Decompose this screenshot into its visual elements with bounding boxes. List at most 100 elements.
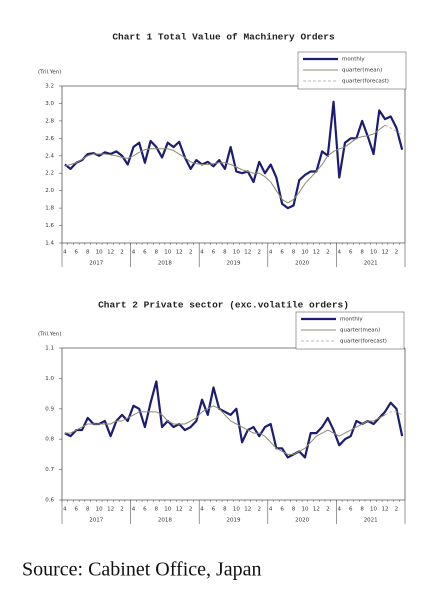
x-tick-label: 4 bbox=[132, 250, 136, 256]
x-tick-label: 6 bbox=[212, 250, 216, 256]
y-tick-label: 3.0 bbox=[45, 101, 54, 107]
x-tick-label: 6 bbox=[212, 507, 216, 513]
x-tick-label: 10 bbox=[96, 507, 103, 513]
x-tick-label: 4 bbox=[269, 250, 273, 256]
x-tick-label: 8 bbox=[86, 250, 90, 256]
x-tick-label: 8 bbox=[360, 507, 364, 513]
x-tick-label: 4 bbox=[338, 250, 342, 256]
x-tick-label: 8 bbox=[155, 250, 159, 256]
x-tick-label: 4 bbox=[200, 507, 204, 513]
chart-title: Chart 1 Total Value of Machinery Orders bbox=[112, 32, 335, 43]
x-tick-label: 12 bbox=[107, 507, 114, 513]
source-note: Source: Cabinet Office, Japan bbox=[22, 559, 262, 581]
x-tick-label: 2 bbox=[257, 507, 261, 513]
x-group-label: 2017 bbox=[89, 518, 103, 524]
x-tick-label: 8 bbox=[292, 507, 296, 513]
x-tick-label: 2 bbox=[326, 507, 330, 513]
x-tick-label: 6 bbox=[75, 250, 79, 256]
series-line bbox=[64, 124, 386, 204]
x-tick-label: 12 bbox=[381, 250, 388, 256]
legend-label: monthly bbox=[342, 57, 365, 63]
x-group-label: 2020 bbox=[295, 518, 309, 524]
x-tick-label: 12 bbox=[313, 507, 320, 513]
y-tick-label: 1.1 bbox=[45, 346, 54, 352]
x-tick-label: 6 bbox=[75, 507, 79, 513]
x-tick-label: 10 bbox=[164, 250, 171, 256]
x-tick-label: 2 bbox=[120, 250, 124, 256]
series-line bbox=[64, 405, 386, 455]
x-tick-label: 8 bbox=[292, 250, 296, 256]
x-tick-label: 4 bbox=[338, 507, 342, 513]
x-group-label: 2018 bbox=[158, 261, 172, 267]
x-tick-label: 4 bbox=[269, 507, 273, 513]
y-tick-label: 1.0 bbox=[45, 376, 54, 382]
x-tick-label: 6 bbox=[143, 507, 147, 513]
x-tick-label: 12 bbox=[107, 250, 114, 256]
x-tick-label: 2 bbox=[120, 507, 124, 513]
y-axis-label: (Tril.Yen) bbox=[38, 70, 61, 76]
x-tick-label: 6 bbox=[143, 250, 147, 256]
x-group-label: 2020 bbox=[295, 261, 309, 267]
y-axis-label: (Tril.Yen) bbox=[38, 332, 61, 338]
x-tick-label: 10 bbox=[301, 507, 308, 513]
legend-label: monthly bbox=[340, 317, 363, 323]
x-tick-label: 8 bbox=[223, 250, 227, 256]
series-line bbox=[64, 100, 404, 210]
x-tick-label: 4 bbox=[63, 507, 67, 513]
x-tick-label: 12 bbox=[176, 250, 183, 256]
x-tick-label: 2 bbox=[257, 250, 261, 256]
x-group-label: 2017 bbox=[89, 261, 103, 267]
x-tick-label: 10 bbox=[370, 250, 377, 256]
y-tick-label: 2.6 bbox=[45, 136, 54, 142]
legend-label: quarter(forecast) bbox=[342, 79, 389, 85]
series-line bbox=[384, 124, 403, 136]
y-tick-label: 2.2 bbox=[45, 171, 54, 177]
legend-label: quarter(mean) bbox=[342, 68, 382, 74]
legend-label: quarter(forecast) bbox=[340, 339, 387, 345]
legend-label: quarter(mean) bbox=[340, 328, 380, 334]
x-group-label: 2019 bbox=[227, 518, 241, 524]
y-tick-label: 1.6 bbox=[45, 223, 54, 229]
y-tick-label: 1.8 bbox=[45, 206, 54, 212]
y-tick-label: 1.4 bbox=[45, 241, 54, 247]
x-tick-label: 6 bbox=[280, 507, 284, 513]
x-tick-label: 8 bbox=[155, 507, 159, 513]
x-tick-label: 12 bbox=[313, 250, 320, 256]
series-line bbox=[384, 411, 403, 416]
x-tick-label: 12 bbox=[176, 507, 183, 513]
x-group-label: 2021 bbox=[364, 518, 378, 524]
x-tick-label: 8 bbox=[360, 250, 364, 256]
x-group-label: 2019 bbox=[227, 261, 241, 267]
x-tick-label: 10 bbox=[164, 507, 171, 513]
y-tick-label: 0.6 bbox=[45, 498, 54, 504]
y-tick-label: 0.9 bbox=[45, 406, 54, 412]
x-tick-label: 10 bbox=[370, 507, 377, 513]
x-tick-label: 2 bbox=[189, 507, 193, 513]
x-tick-label: 6 bbox=[280, 250, 284, 256]
x-tick-label: 12 bbox=[244, 507, 251, 513]
x-tick-label: 2 bbox=[189, 250, 193, 256]
x-tick-label: 12 bbox=[381, 507, 388, 513]
y-tick-label: 3.2 bbox=[45, 84, 54, 90]
series-line bbox=[64, 380, 404, 459]
x-tick-label: 10 bbox=[233, 507, 240, 513]
x-group-label: 2018 bbox=[158, 518, 172, 524]
x-tick-label: 10 bbox=[301, 250, 308, 256]
x-tick-label: 6 bbox=[349, 507, 353, 513]
x-tick-label: 4 bbox=[200, 250, 204, 256]
x-tick-label: 10 bbox=[233, 250, 240, 256]
x-group-label: 2021 bbox=[364, 261, 378, 267]
x-tick-label: 4 bbox=[63, 250, 67, 256]
x-tick-label: 2 bbox=[326, 250, 330, 256]
chart-title: Chart 2 Private sector (exc.volatile ord… bbox=[98, 300, 349, 311]
x-tick-label: 8 bbox=[223, 507, 227, 513]
x-tick-label: 10 bbox=[96, 250, 103, 256]
x-tick-label: 2 bbox=[395, 250, 399, 256]
x-tick-label: 2 bbox=[395, 507, 399, 513]
y-tick-label: 0.8 bbox=[45, 437, 54, 443]
x-tick-label: 6 bbox=[349, 250, 353, 256]
x-tick-label: 8 bbox=[86, 507, 90, 513]
y-tick-label: 2.4 bbox=[45, 153, 54, 159]
y-tick-label: 2.8 bbox=[45, 118, 54, 124]
